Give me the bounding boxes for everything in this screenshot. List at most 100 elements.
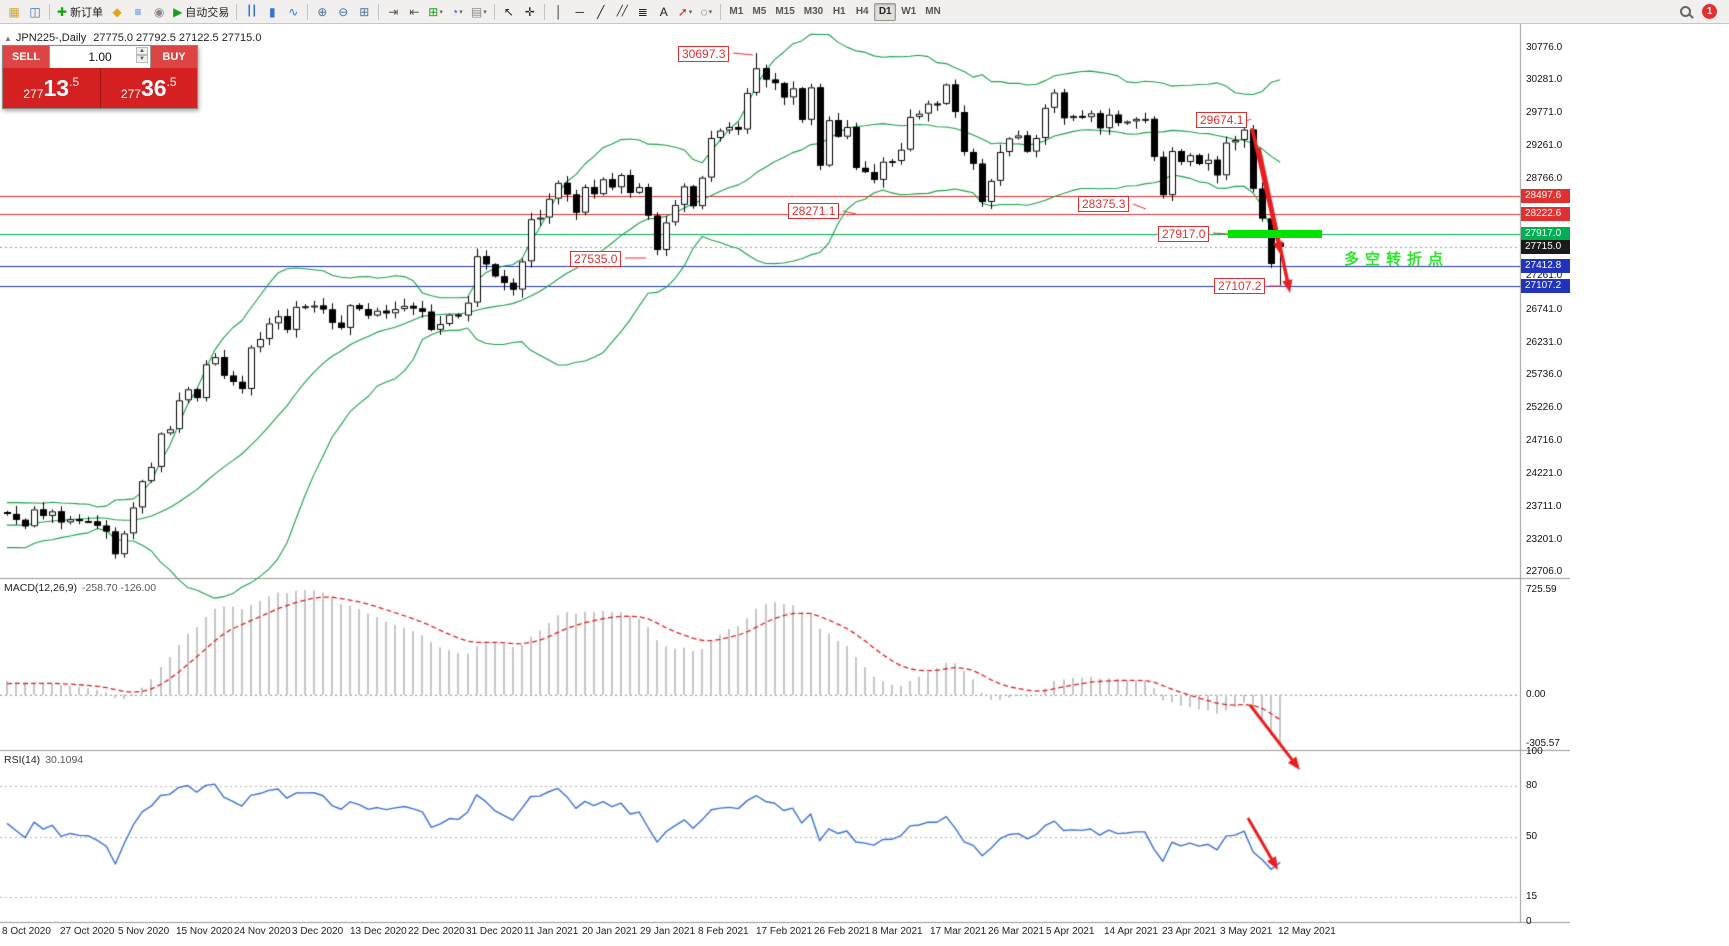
text-label-icon[interactable]: A [654,2,674,22]
zoom-out-icon: ⊖ [338,4,349,19]
zoom-in-icon[interactable]: ⊕ [312,2,332,22]
macd-values: -258.70 -126.00 [81,582,157,594]
toolbar-separator [236,3,238,20]
time-axis-label: 29 Jan 2021 [640,926,696,937]
rsi-axis-tick: 15 [1526,890,1538,902]
sell-price[interactable]: 277 13.5 [3,68,101,108]
add-indicator-icon[interactable]: ⊞ ▾ [425,2,446,22]
timeframe-W1[interactable]: W1 [901,6,917,17]
chevron-down-icon: ▾ [483,8,487,16]
equidistant-channel-icon[interactable]: ╱╱ [612,2,632,22]
chart-shift-icon: ⇤ [409,4,420,19]
price-callout-label[interactable]: 30697.3 [678,46,730,62]
market-watch-icon[interactable]: ≡ [128,2,148,22]
chart-shift-icon[interactable]: ⇤ [404,2,424,22]
trendline-icon: ╱ [597,4,605,19]
templates-icon: ▤ [470,4,483,19]
bar-chart-icon[interactable]: ┃┃ [241,2,261,22]
price-axis-tick: 30281.0 [1526,74,1563,86]
price-callout-label[interactable]: 28375.3 [1078,196,1130,212]
time-axis-label: 8 Oct 2020 [2,926,51,937]
buy-button[interactable]: BUY [151,46,197,68]
search-icon[interactable] [1680,6,1691,17]
auto-scroll-icon[interactable]: ⇥ [383,2,403,22]
macd-axis-tick: 725.59 [1526,584,1557,595]
volume-field[interactable]: 1.00 ▲ ▼ [49,46,151,68]
charts-grid-icon[interactable]: ▦ [4,2,24,22]
price-axis-tick: 29261.0 [1526,140,1563,152]
vertical-line-icon[interactable]: │ [549,2,569,22]
zoom-in-icon: ⊕ [317,4,328,19]
line-chart-icon[interactable]: ∿ [283,2,303,22]
arrows-icon[interactable]: ➚ ▾ [675,2,696,22]
horizontal-line-icon[interactable]: ─ [570,2,590,22]
navigator-icon[interactable]: ◉ [149,2,169,22]
rsi-name: RSI(14) [4,754,41,766]
shapes-icon[interactable]: ◌ ▾ [696,2,716,22]
turning-point-note[interactable]: 多空转折点 [1344,251,1450,268]
time-axis-label: 3 Dec 2020 [292,926,344,937]
notification-badge[interactable]: 1 [1702,4,1717,19]
price-axis-badge: 27412.8 [1521,259,1570,274]
time-axis-label: 27 Oct 2020 [60,926,115,937]
price-axis-badge: 28222.6 [1521,206,1570,221]
timeframe-M15[interactable]: M15 [775,6,795,17]
price-callout-label[interactable]: 28271.1 [788,203,840,219]
profiles-icon[interactable]: ◫ [25,2,45,22]
candlestick-chart-icon[interactable]: ▮ [262,2,282,22]
price-callout-label[interactable]: 29674.1 [1196,112,1248,128]
price-callout-label[interactable]: 27107.2 [1214,278,1266,294]
autotrading-button[interactable]: ▶ 自动交易 [170,2,232,22]
profiles-icon: ◫ [29,4,41,19]
time-axis-label: 5 Apr 2021 [1046,926,1095,937]
shapes-icon: ◌ [700,4,708,19]
periods-icon[interactable]: ◔ ▾ [447,2,467,22]
timeframe-M5[interactable]: M5 [752,6,767,17]
sell-price-prefix: 277 [23,87,44,101]
buy-price[interactable]: 277 36.5 [100,68,197,108]
rsi-axis-tick: 50 [1526,831,1538,842]
price-axis-badge: 27917.0 [1521,226,1570,241]
timeframe-D1[interactable]: D1 [874,2,897,21]
time-axis-label: 12 May 2021 [1278,926,1336,937]
cursor-icon[interactable]: ↖ [499,2,519,22]
sell-button[interactable]: SELL [3,46,49,68]
collapse-widget-icon[interactable]: ▲ [4,34,12,43]
chevron-down-icon: ▾ [688,8,693,16]
new-order-button[interactable]: ✚ 新订单 [54,2,106,22]
timeframe-M30[interactable]: M30 [803,6,824,17]
macd-name: MACD(12,26,9) [4,582,77,594]
fibonacci-icon: ≣ [637,4,648,19]
crosshair-icon[interactable]: ✛ [520,2,540,22]
tile-windows-icon[interactable]: ⊞ [354,2,374,22]
timeframe-M1[interactable]: M1 [729,6,744,17]
toolbar-separator [378,3,380,20]
timeframe-H1[interactable]: H1 [832,6,846,17]
zoom-out-icon[interactable]: ⊖ [333,2,353,22]
time-axis-label: 22 Dec 2020 [408,926,465,937]
time-axis-label: 31 Dec 2020 [466,926,523,937]
volume-up-icon[interactable]: ▲ [136,47,148,55]
add-indicator-icon: ⊞ [428,4,439,19]
trendline-icon[interactable]: ╱ [591,2,611,22]
price-callout-label[interactable]: 27917.0 [1158,226,1210,242]
timeframe-MN[interactable]: MN [925,6,941,17]
autotrading-play-icon: ▶ [173,4,183,19]
metaeditor-icon[interactable]: ◆ [107,2,127,22]
time-axis-label: 17 Mar 2021 [930,926,987,937]
time-axis-label: 24 Nov 2020 [234,926,291,937]
timeframe-H4[interactable]: H4 [855,6,869,17]
periods-icon: ◔ [450,4,459,19]
fibonacci-icon[interactable]: ≣ [633,2,653,22]
price-axis-tick: 29771.0 [1526,107,1563,119]
time-axis-label: 8 Mar 2021 [872,926,923,937]
cursor-icon: ↖ [503,4,514,19]
rsi-axis-tick: 100 [1526,746,1543,757]
volume-down-icon[interactable]: ▼ [136,55,148,63]
templates-icon[interactable]: ▤ ▾ [468,2,490,22]
price-callout-label[interactable]: 27535.0 [570,251,622,267]
support-zone-highlight[interactable] [1228,230,1322,238]
volume-value: 1.00 [88,50,112,64]
volume-stepper[interactable]: ▲ ▼ [136,47,148,63]
